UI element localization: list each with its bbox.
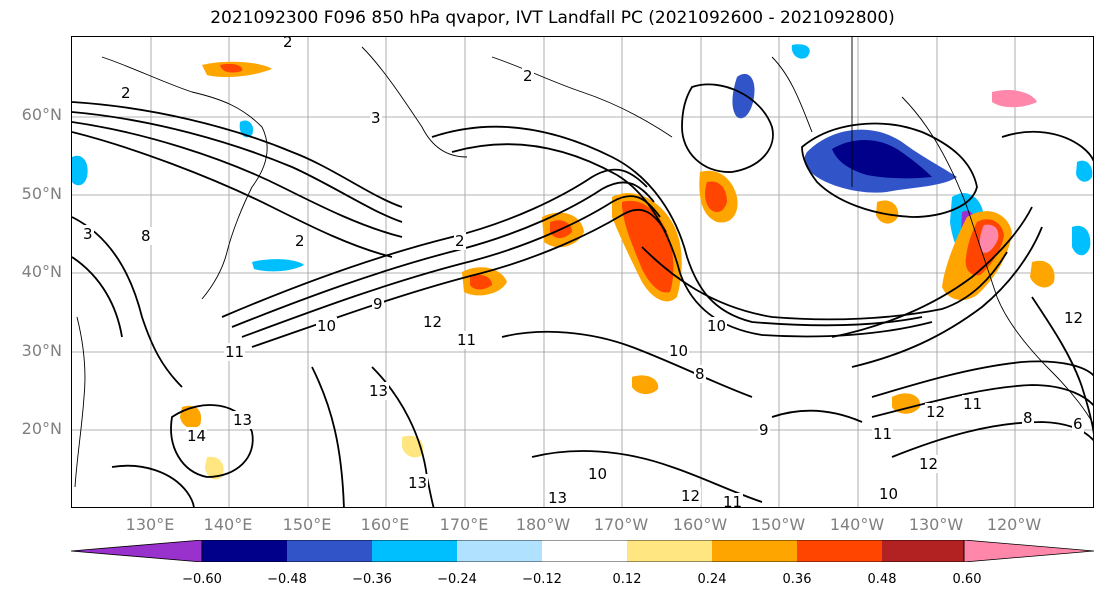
colorbar-tick: −0.60	[182, 572, 222, 587]
colorbar-tick: 0.36	[782, 572, 812, 587]
colorbar-swatch	[542, 540, 627, 562]
lon-label: 140°W	[829, 515, 885, 534]
lon-label: 130°E	[125, 515, 175, 534]
contour-label: 8	[140, 227, 152, 245]
contour-label: 12	[680, 487, 702, 505]
lon-label: 150°E	[282, 515, 332, 534]
colorbar-tick: −0.24	[437, 572, 477, 587]
contour-label: 9	[372, 295, 384, 313]
colorbar-tick: −0.12	[522, 572, 562, 587]
contour-label: 2	[120, 84, 132, 102]
contour-label: 13	[368, 382, 390, 400]
colorbar-tick: −0.36	[352, 572, 392, 587]
contour-label: 2	[282, 37, 294, 51]
lat-label: 30°N	[21, 341, 62, 360]
colorbar-tick: 0.48	[867, 572, 897, 587]
contour-label: 2	[454, 232, 466, 250]
colorbar-swatch	[627, 540, 712, 562]
contour-label: 12	[918, 455, 940, 473]
lon-label: 170°E	[439, 515, 489, 534]
colorbar-tick: −0.48	[267, 572, 307, 587]
colorbar	[71, 540, 1094, 562]
lon-label: 120°W	[986, 515, 1042, 534]
contour-label: 8	[1022, 409, 1034, 427]
lon-label: 130°W	[908, 515, 964, 534]
lon-label: 180°W	[515, 515, 571, 534]
contour-label: 11	[224, 343, 246, 361]
contour-label: 11	[962, 395, 984, 413]
contour-label: 10	[587, 465, 609, 483]
contour-label: 10	[878, 485, 900, 503]
lon-label: 150°W	[750, 515, 806, 534]
map-title: 2021092300 F096 850 hPa qvapor, IVT Land…	[210, 8, 895, 28]
contour-label: 11	[872, 425, 894, 443]
contour-label: 8	[694, 365, 706, 383]
colorbar-swatch	[882, 540, 964, 562]
contour-label: 13	[407, 474, 429, 492]
colorbar-tick: 0.24	[697, 572, 727, 587]
lat-label: 60°N	[21, 105, 62, 124]
lat-label: 50°N	[21, 184, 62, 203]
contour-label: 2	[522, 67, 534, 85]
colorbar-swatch	[202, 540, 287, 562]
colorbar-swatch	[797, 540, 882, 562]
contour-label: 12	[1063, 309, 1085, 327]
colorbar-swatch	[712, 540, 797, 562]
contour-label: 6	[1072, 415, 1084, 433]
contour-label: 10	[316, 317, 338, 335]
contour-label: 11	[722, 493, 744, 507]
coastlines	[74, 37, 1093, 488]
lon-label: 170°W	[593, 515, 649, 534]
contour-label: 3	[370, 109, 382, 127]
contour-label: 2	[294, 232, 306, 250]
contour-label: 13	[232, 411, 254, 429]
lon-label: 160°E	[360, 515, 410, 534]
contour-label: 10	[668, 342, 690, 360]
lon-label: 160°W	[672, 515, 728, 534]
colorbar-swatch	[372, 540, 457, 562]
colorbar-extend-low	[71, 540, 203, 562]
shaded-fields	[72, 44, 1093, 480]
colorbar-swatch	[287, 540, 372, 562]
contour-label: 3	[82, 225, 94, 243]
colorbar-swatch	[457, 540, 542, 562]
contour-label: 12	[925, 403, 947, 421]
colorbar-extend-high	[963, 540, 1094, 562]
contour-label: 13	[547, 489, 569, 507]
contour-label: 11	[456, 331, 478, 349]
colorbar-tick: 0.12	[612, 572, 642, 587]
contour-label: 10	[706, 317, 728, 335]
lat-label: 40°N	[21, 262, 62, 281]
contour-label: 9	[758, 421, 770, 439]
graticule	[72, 37, 1093, 507]
map-canvas	[72, 37, 1093, 507]
contour-lines	[72, 83, 1093, 507]
contour-label: 14	[186, 427, 208, 445]
contour-label: 12	[422, 313, 444, 331]
map-panel[interactable]: 2 2 3 2 2 2 3 8 9 10 11 12 11 13 14 13 1…	[71, 36, 1094, 508]
lon-label: 140°E	[203, 515, 253, 534]
lat-label: 20°N	[21, 419, 62, 438]
colorbar-tick: 0.60	[952, 572, 982, 587]
